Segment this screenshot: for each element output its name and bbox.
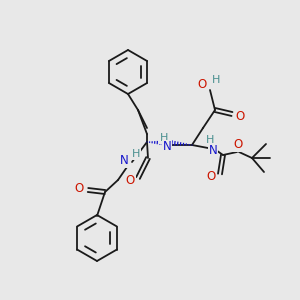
Text: H: H bbox=[206, 135, 214, 145]
Text: H: H bbox=[212, 75, 220, 85]
Text: O: O bbox=[233, 139, 243, 152]
Text: O: O bbox=[125, 173, 135, 187]
Text: H: H bbox=[160, 133, 168, 143]
Text: N: N bbox=[163, 140, 171, 154]
Text: H: H bbox=[132, 149, 140, 159]
Text: N: N bbox=[120, 154, 128, 167]
Text: N: N bbox=[208, 143, 217, 157]
Text: O: O bbox=[236, 110, 244, 122]
Text: O: O bbox=[206, 169, 216, 182]
Text: O: O bbox=[74, 182, 84, 194]
Text: O: O bbox=[197, 79, 207, 92]
